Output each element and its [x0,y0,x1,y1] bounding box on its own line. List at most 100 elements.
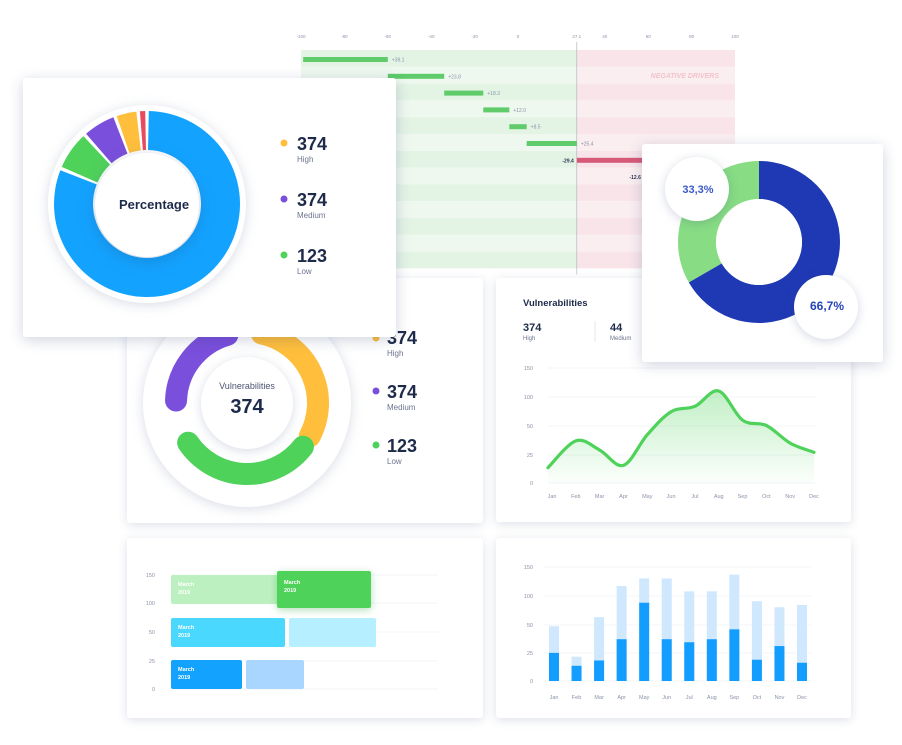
x-tick-label: Aug [707,695,717,701]
row-band-negative [576,117,735,134]
hbar-label-year: 2019 [284,588,296,594]
stat-value-medium: 44 [610,322,623,334]
x-tick-top: -20 [471,34,478,39]
diverging-bar [483,107,510,113]
hbar [171,575,279,604]
x-tick-top: -80 [341,34,348,39]
donut-center [201,357,293,449]
row-band-positive [301,50,577,67]
x-tick-top: 0 [517,34,520,39]
hbar-label-month: March [178,582,195,588]
legend-label-low: Low [297,267,312,276]
column-bar-value [549,652,559,681]
legend-value-medium: 374 [297,190,327,210]
donut-center-title: Vulnerabilities [219,381,275,391]
x-tick-top: 80 [689,34,695,39]
stat-label-high: High [523,336,535,342]
column-bar-total [616,586,627,681]
diverging-bar [509,124,527,130]
y-tick-label: 150 [524,565,533,571]
percentage-donut-chart: Percentage 374 High 374 Medium 123 Low [48,105,327,303]
row-band-negative [576,66,735,84]
x-tick-top: 60 [646,34,652,39]
split-label-right: 66,7% [810,299,844,313]
legend-label-low: Low [387,457,402,466]
diverging-bar [387,73,445,79]
x-tick-top: -60 [385,34,392,39]
x-tick-label: Feb [572,695,581,701]
legend-dot-low [372,441,380,449]
legend-label-medium: Medium [297,211,326,220]
donut-slice-primary [53,111,240,297]
x-tick-label: May [639,695,650,701]
donut-center-label: Percentage [119,197,189,212]
percentage-donut-card: Percentage 374 High 374 Medium 123 Low [23,78,396,337]
bubble-left [665,157,729,221]
bar-data-label: -29.4 [562,158,574,164]
y-tick-label: 150 [146,573,155,579]
donut-slice-other [139,111,146,151]
x-tick-label: Nov [785,494,795,500]
x-tick-top: -40 [428,34,435,39]
column-bar-value [729,629,740,681]
legend-dot-high [280,139,288,147]
donut-center-value: 374 [230,396,264,418]
legend-label-medium: Medium [387,403,416,412]
bar-data-label: +39.1 [392,58,405,64]
x-tick-label: Jul [686,695,693,701]
x-tick-label: Jan [548,494,557,500]
area-line-chart: Vulnerabilities 374 High 44 Medium 0 25 50… [523,298,819,500]
x-tick-top: 27.1 [572,34,581,39]
legend-value-low: 123 [387,436,417,456]
y-tick-label: 0 [530,679,533,685]
legend-dot-medium [280,195,288,203]
column-bar-value [639,602,650,681]
stat-label-medium: Medium [610,336,631,342]
column-bar-total [684,591,695,681]
x-tick-top: 100 [731,34,739,39]
horizontal-bar-chart: 150 100 50 25 0 March 2019 March 2019 March 2019 Ma… [146,571,438,693]
x-tick-top: -100 [296,34,306,39]
bar-data-label: -12.6 [629,175,641,181]
column-bar-total [729,574,740,681]
column-bar-total [797,605,807,681]
hbar [277,571,371,608]
diverging-bar [444,90,484,96]
y-tick-label: 50 [149,630,155,636]
hbar-label-month: March [284,580,301,586]
donut-slice-high [116,111,141,153]
donut-slice-medium [86,117,128,164]
donut-slice-right [688,161,840,323]
x-tick-label: Feb [571,494,580,500]
y-tick-label: 100 [146,601,155,607]
legend-dot-medium [372,387,380,395]
hbar-label-year: 2019 [178,590,190,596]
column-bar-value [684,642,695,681]
x-tick-label: Sep [729,695,739,701]
y-tick-label: 25 [149,659,155,665]
legend-label-high: High [387,349,403,358]
y-tick-label: 25 [527,651,533,657]
y-tick-label: 0 [530,481,533,487]
column-bar-value [706,639,717,681]
x-tick-label: Apr [617,695,626,701]
x-tick-label: Jun [662,695,671,701]
y-tick-label: 150 [524,366,533,372]
row-band-negative [576,50,735,67]
hbar [171,660,242,689]
bar-data-label: +12.0 [513,108,526,114]
donut-slice-low [61,136,111,183]
bar-data-label: +8.5 [531,125,541,131]
legend-value-high: 374 [297,134,327,154]
column-bar-value [594,660,605,681]
donut-center [716,199,802,285]
negative-drivers-label: NEGATIVE DRIVERS [651,73,720,80]
x-tick-label: Jun [667,494,676,500]
x-tick-label: Dec [797,695,807,701]
split-label-left: 33,3% [682,184,713,196]
vulnerabilities-donut-chart: Vulnerabilities 374 374 High 374 Medium … [143,299,417,507]
x-tick-label: Dec [809,494,819,500]
donut-segment-low [177,431,314,485]
x-tick-label: May [642,494,653,500]
hbar-label-year: 2019 [178,633,190,639]
